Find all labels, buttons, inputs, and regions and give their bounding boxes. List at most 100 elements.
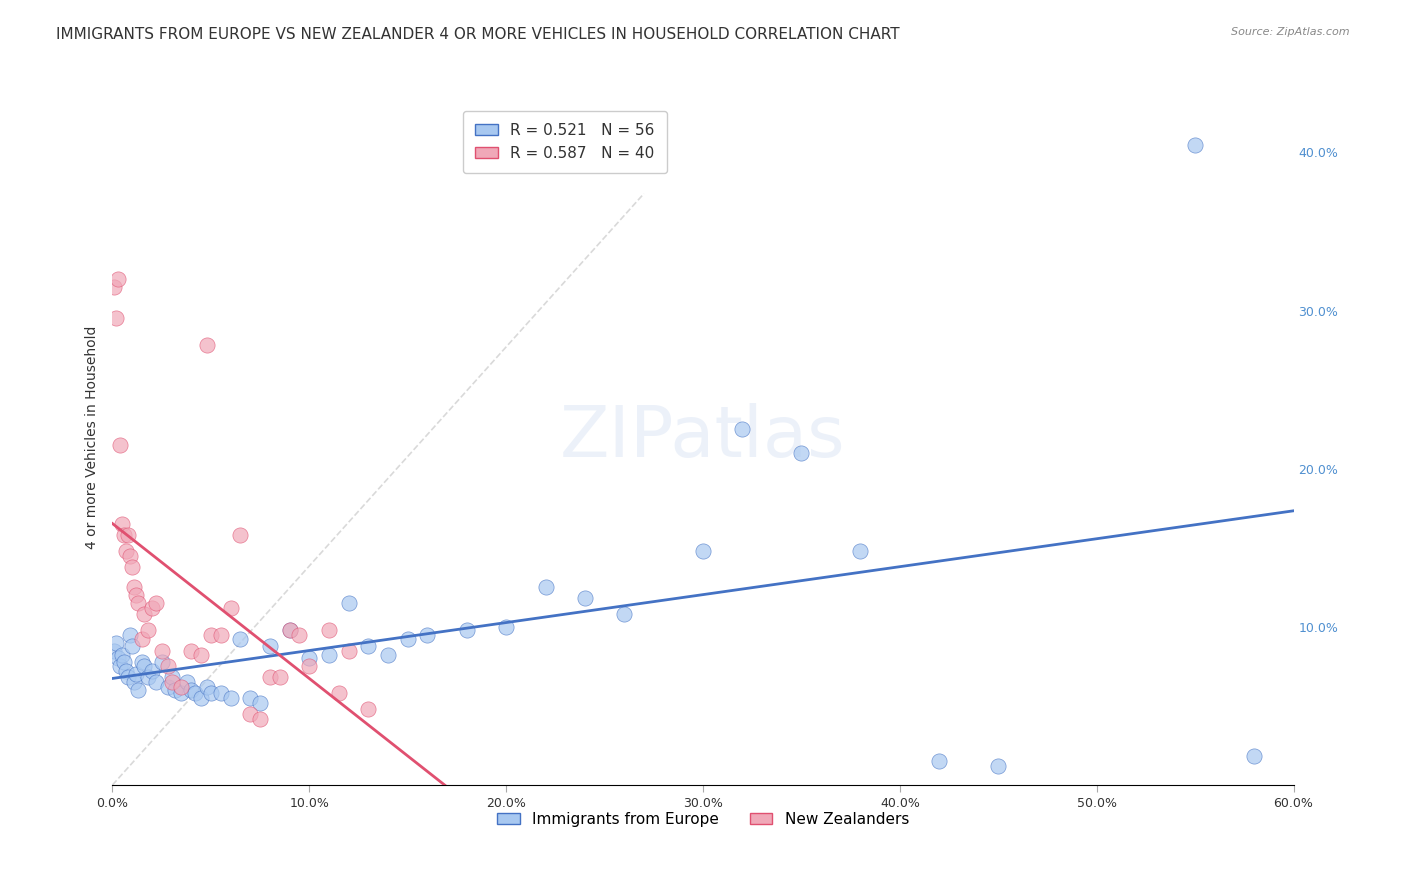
Text: IMMIGRANTS FROM EUROPE VS NEW ZEALANDER 4 OR MORE VEHICLES IN HOUSEHOLD CORRELAT: IMMIGRANTS FROM EUROPE VS NEW ZEALANDER … bbox=[56, 27, 900, 42]
Point bbox=[1243, 749, 1265, 764]
Point bbox=[131, 655, 153, 669]
Point bbox=[534, 580, 557, 594]
Point bbox=[731, 422, 754, 436]
Point bbox=[112, 655, 135, 669]
Point bbox=[180, 683, 202, 698]
Point bbox=[259, 670, 281, 684]
Text: ZIPatlas: ZIPatlas bbox=[560, 402, 846, 472]
Point bbox=[229, 528, 252, 542]
Point bbox=[239, 706, 262, 721]
Point bbox=[150, 655, 173, 669]
Point bbox=[987, 759, 1010, 773]
Point bbox=[127, 596, 149, 610]
Point bbox=[190, 690, 212, 705]
Point bbox=[928, 754, 950, 768]
Point bbox=[105, 311, 128, 326]
Point bbox=[111, 516, 134, 531]
Point bbox=[278, 623, 301, 637]
Point bbox=[456, 623, 478, 637]
Point bbox=[145, 675, 167, 690]
Point bbox=[136, 623, 159, 637]
Point bbox=[107, 272, 129, 286]
Point bbox=[145, 596, 167, 610]
Point bbox=[849, 544, 872, 558]
Point bbox=[692, 544, 714, 558]
Point bbox=[170, 686, 193, 700]
Point bbox=[141, 664, 163, 678]
Point bbox=[416, 628, 439, 642]
Point bbox=[200, 686, 222, 700]
Point bbox=[122, 675, 145, 690]
Point bbox=[156, 680, 179, 694]
Point bbox=[160, 675, 183, 690]
Point bbox=[117, 670, 139, 684]
Point bbox=[120, 628, 142, 642]
Point bbox=[184, 686, 207, 700]
Point bbox=[127, 683, 149, 698]
Point bbox=[170, 680, 193, 694]
Point bbox=[107, 651, 129, 665]
Point bbox=[249, 712, 271, 726]
Point bbox=[613, 607, 636, 622]
Point bbox=[103, 643, 125, 657]
Point bbox=[200, 628, 222, 642]
Point bbox=[121, 559, 143, 574]
Point bbox=[288, 628, 311, 642]
Point bbox=[195, 680, 218, 694]
Point bbox=[176, 675, 198, 690]
Point bbox=[259, 639, 281, 653]
Point bbox=[377, 648, 399, 663]
Point bbox=[117, 528, 139, 542]
Point bbox=[219, 690, 242, 705]
Point bbox=[122, 580, 145, 594]
Point bbox=[180, 643, 202, 657]
Point bbox=[121, 639, 143, 653]
Y-axis label: 4 or more Vehicles in Household: 4 or more Vehicles in Household bbox=[84, 326, 98, 549]
Point bbox=[105, 635, 128, 649]
Point bbox=[318, 623, 340, 637]
Point bbox=[298, 659, 321, 673]
Point bbox=[125, 588, 148, 602]
Point bbox=[165, 683, 187, 698]
Point bbox=[195, 338, 218, 352]
Point bbox=[219, 600, 242, 615]
Point bbox=[141, 600, 163, 615]
Point bbox=[298, 651, 321, 665]
Point bbox=[132, 659, 155, 673]
Point bbox=[125, 667, 148, 681]
Point bbox=[160, 670, 183, 684]
Point bbox=[110, 438, 132, 452]
Point bbox=[115, 664, 138, 678]
Point bbox=[249, 696, 271, 710]
Point bbox=[278, 623, 301, 637]
Point bbox=[396, 632, 419, 647]
Point bbox=[136, 670, 159, 684]
Point bbox=[190, 648, 212, 663]
Point bbox=[112, 528, 135, 542]
Point bbox=[111, 648, 134, 663]
Point bbox=[103, 280, 125, 294]
Point bbox=[229, 632, 252, 647]
Point bbox=[156, 659, 179, 673]
Legend: Immigrants from Europe, New Zealanders: Immigrants from Europe, New Zealanders bbox=[491, 805, 915, 833]
Point bbox=[790, 446, 813, 460]
Point bbox=[120, 549, 142, 563]
Point bbox=[132, 607, 155, 622]
Point bbox=[150, 643, 173, 657]
Point bbox=[110, 659, 132, 673]
Point bbox=[318, 648, 340, 663]
Point bbox=[209, 628, 232, 642]
Point bbox=[115, 544, 138, 558]
Point bbox=[328, 686, 350, 700]
Point bbox=[337, 643, 360, 657]
Point bbox=[337, 596, 360, 610]
Point bbox=[209, 686, 232, 700]
Point bbox=[239, 690, 262, 705]
Point bbox=[131, 632, 153, 647]
Point bbox=[357, 639, 380, 653]
Point bbox=[269, 670, 291, 684]
Point bbox=[1184, 137, 1206, 152]
Point bbox=[357, 702, 380, 716]
Point bbox=[574, 591, 596, 606]
Text: Source: ZipAtlas.com: Source: ZipAtlas.com bbox=[1232, 27, 1350, 37]
